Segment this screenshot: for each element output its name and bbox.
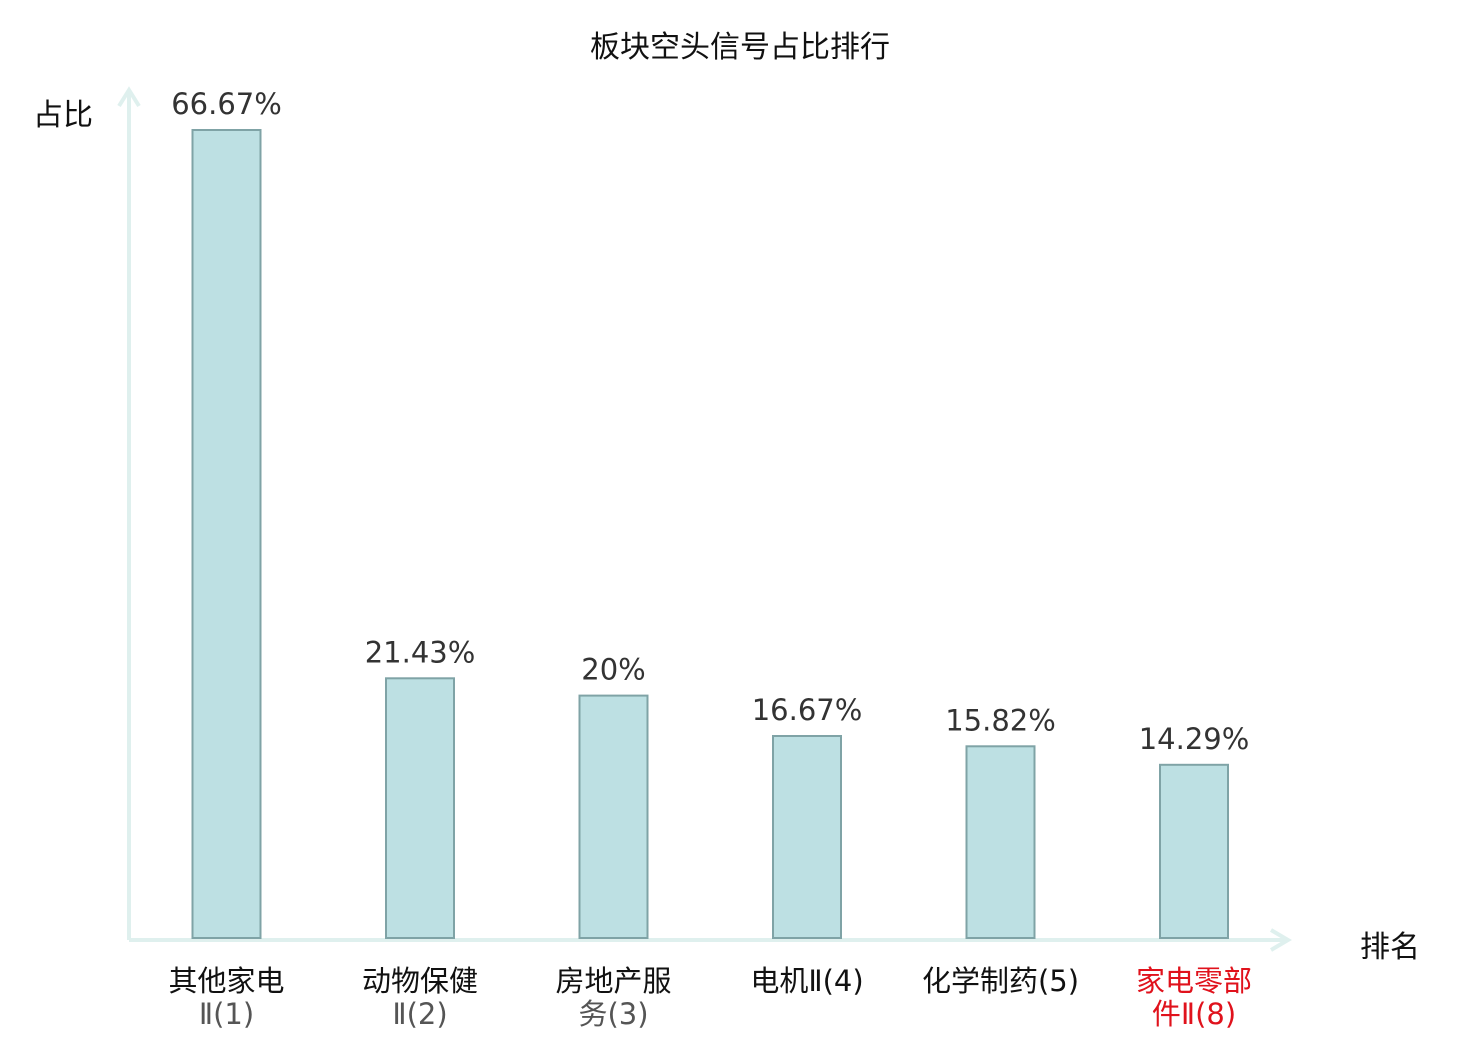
x-tick-label: 电机Ⅱ(4) xyxy=(717,965,897,998)
x-tick-label-line2: 务(3) xyxy=(578,997,649,1031)
x-tick-label: 动物保健 Ⅱ(2) xyxy=(330,965,510,1031)
bar xyxy=(191,129,262,939)
bar-value-label: 66.67% xyxy=(171,87,282,121)
bar-value-label: 14.29% xyxy=(1139,722,1250,756)
bar-value-label: 15.82% xyxy=(945,703,1056,737)
bars xyxy=(191,129,1229,939)
bar xyxy=(385,677,455,939)
x-tick-label-line2: Ⅱ(2) xyxy=(392,997,448,1031)
x-tick-label-line1: 化学制药(5) xyxy=(921,964,1080,998)
value-labels: 66.67% 21.43% 20% 16.67% 15.82% 14.29% xyxy=(171,87,1249,756)
x-tick-label-line2: 件Ⅱ(8) xyxy=(1151,997,1237,1031)
bar-value-label: 16.67% xyxy=(752,693,863,727)
bar-value-label: 21.43% xyxy=(365,635,476,669)
y-axis-label: 占比 xyxy=(33,98,93,133)
bar xyxy=(578,694,649,939)
x-tick-label-line1: 其他家电 xyxy=(168,964,285,998)
bar xyxy=(965,745,1036,939)
x-tick-label: 房地产服 务(3) xyxy=(524,965,704,1031)
axes xyxy=(117,86,1292,952)
bar-value-label: 20% xyxy=(581,653,645,687)
x-tick-label-line1: 电机Ⅱ(4) xyxy=(750,964,864,998)
bar xyxy=(772,735,842,939)
x-tick-label: 其他家电 Ⅱ(1) xyxy=(137,965,317,1031)
x-tick-label-line1: 房地产服 xyxy=(555,964,672,998)
x-tick-label: 化学制药(5) xyxy=(911,965,1091,998)
chart-title: 板块空头信号占比排行 xyxy=(590,30,890,65)
x-tick-label-line2: Ⅱ(1) xyxy=(198,997,255,1031)
y-axis-arrow-icon xyxy=(117,86,141,108)
x-tick-label: 家电零部 件Ⅱ(8) xyxy=(1104,965,1284,1031)
x-axis-label: 排名 xyxy=(1360,930,1420,965)
x-tick-label-line1: 动物保健 xyxy=(361,964,478,998)
bar xyxy=(1159,763,1229,939)
x-tick-label-line1: 家电零部 xyxy=(1135,964,1252,998)
x-axis-arrow-icon xyxy=(1269,928,1292,952)
